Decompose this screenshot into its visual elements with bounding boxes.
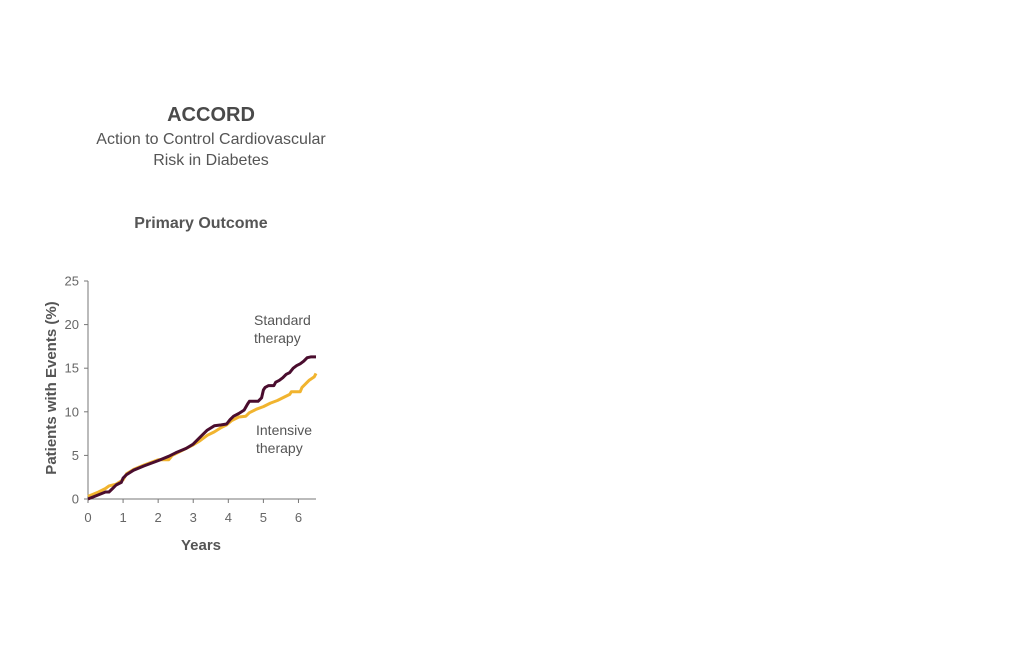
x-tick-label: 5 [260,510,267,525]
line-chart: Primary Outcome 0 5 10 15 20 25 0 1 2 3 4 5 6 Standa… [43,215,318,554]
study-subtitle-line-2: Risk in Diabetes [153,152,269,169]
series-layer: Standard therapy Intensive therapy [87,312,318,501]
x-tick-label: 1 [119,510,126,525]
x-tick-label: 2 [155,510,162,525]
chart-axes: 0 5 10 15 20 25 0 1 2 3 4 5 6 [65,274,316,525]
y-tick-label: 15 [65,361,79,376]
study-subtitle-line-1: Action to Control Cardiovascular [96,131,326,148]
x-axis-title: Years [181,537,221,554]
y-axis-title: Patients with Events (%) [43,301,60,474]
series-label-intensive: Intensive [256,422,312,438]
study-subtitle: Action to Control Cardiovascular Risk in… [0,129,422,171]
chart-title: Primary Outcome [134,215,267,232]
x-tick-label: 0 [84,510,91,525]
y-tick-label: 25 [65,274,79,289]
series-label-standard: Standard [254,312,311,328]
study-title: ACCORD [167,104,255,126]
y-tick-label: 10 [65,404,79,419]
series-label-intensive: therapy [256,440,303,456]
y-tick-label: 20 [65,317,79,332]
series-label-standard: therapy [254,330,301,346]
x-tick-label: 6 [295,510,302,525]
y-tick-label: 5 [72,448,79,463]
x-tick-label: 4 [225,510,232,525]
series-line-standard [87,355,316,501]
y-tick-label: 0 [72,492,79,507]
x-tick-label: 3 [190,510,197,525]
